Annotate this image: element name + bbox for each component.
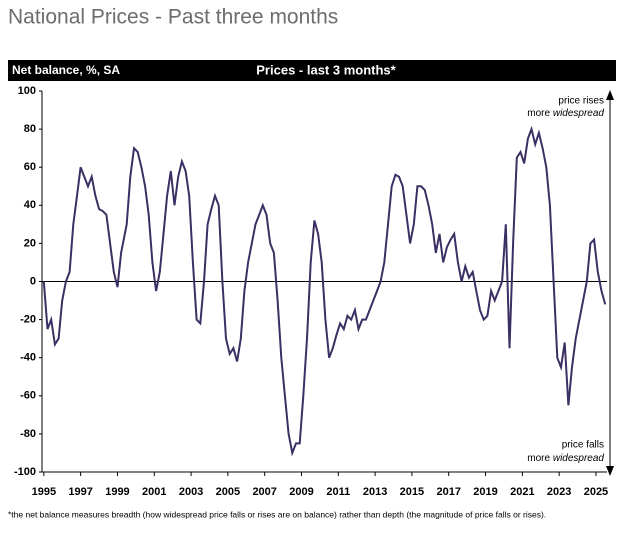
x-tick-label: 2023 bbox=[547, 486, 571, 498]
y-tick-label: 60 bbox=[24, 161, 36, 173]
series-line bbox=[42, 125, 607, 457]
x-tick-label: 2003 bbox=[179, 486, 203, 498]
x-tick-label: 2017 bbox=[436, 486, 460, 498]
x-tick-label: 2005 bbox=[216, 486, 240, 498]
x-tick-label: 2015 bbox=[400, 486, 424, 498]
header-bar bbox=[8, 60, 616, 81]
x-tick-label: 2021 bbox=[510, 486, 534, 498]
annotation: price falls bbox=[562, 440, 604, 451]
y-tick-label: -40 bbox=[20, 352, 36, 364]
y-tick-label: 0 bbox=[30, 275, 36, 287]
y-tick-label: -20 bbox=[20, 314, 36, 326]
y-tick-label: -80 bbox=[20, 428, 36, 440]
x-tick-label: 2025 bbox=[584, 486, 608, 498]
annotation: more widespread bbox=[527, 108, 604, 119]
y-tick-label: -100 bbox=[14, 466, 36, 478]
page-title: National Prices - Past three months bbox=[8, 6, 338, 29]
annotation-emphasis: widespread bbox=[553, 108, 605, 119]
y-label: Net balance, %, SA bbox=[12, 63, 120, 77]
y-tick-label: 40 bbox=[24, 199, 36, 211]
annotation: more widespread bbox=[527, 453, 604, 464]
x-tick-label: 1997 bbox=[68, 486, 92, 498]
x-tick-label: 2007 bbox=[252, 486, 276, 498]
annotation-text: more bbox=[527, 108, 550, 119]
y-tick-label: 20 bbox=[24, 237, 36, 249]
x-tick-label: 1999 bbox=[105, 486, 129, 498]
annotation-text: more bbox=[527, 453, 550, 464]
x-tick-label: 2013 bbox=[363, 486, 387, 498]
chart-title: Prices - last 3 months* bbox=[256, 62, 396, 77]
x-tick-label: 2019 bbox=[473, 486, 497, 498]
y-tick-label: 80 bbox=[24, 123, 36, 135]
y-tick-label: -60 bbox=[20, 390, 36, 402]
y-tick-label: 100 bbox=[18, 85, 36, 97]
x-tick-label: 1995 bbox=[32, 486, 56, 498]
annotation: price rises bbox=[558, 96, 604, 107]
x-tick-label: 2009 bbox=[289, 486, 313, 498]
x-tick-label: 2011 bbox=[326, 486, 350, 498]
x-tick-label: 2001 bbox=[142, 486, 166, 498]
footnote: *the net balance measures breadth (how w… bbox=[8, 509, 546, 519]
annotation-emphasis: widespread bbox=[553, 453, 605, 464]
